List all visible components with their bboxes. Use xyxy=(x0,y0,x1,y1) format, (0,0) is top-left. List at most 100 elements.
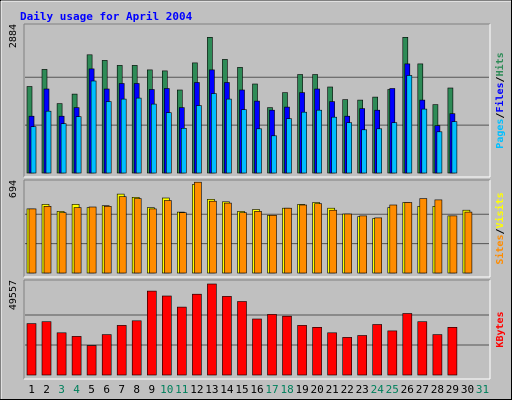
bar-sites-day-undefined xyxy=(449,215,458,274)
bar-pages-day-16 xyxy=(256,128,262,174)
bar-pages-day-24 xyxy=(376,128,383,174)
x-tick-label: 29 xyxy=(446,383,459,396)
x-tick-label: 20 xyxy=(310,383,323,396)
bar-kbytes-day-undefined xyxy=(447,326,458,376)
bar-pages-day-19 xyxy=(301,111,307,174)
bar-pages-day-4 xyxy=(75,116,82,174)
x-tick-label: 9 xyxy=(148,383,155,396)
bar-sites-day-undefined xyxy=(284,207,292,274)
x-tick-label: 24 xyxy=(371,383,385,396)
x-tick-label: 7 xyxy=(118,383,125,396)
x-tick-label: 3 xyxy=(58,383,65,396)
x-tick-label: 19 xyxy=(295,383,308,396)
panel-sites-visits: 694 Sites/Visits xyxy=(8,179,506,278)
bar-kbytes-day-undefined xyxy=(372,324,383,376)
bar-sites-day-undefined xyxy=(118,196,127,274)
x-tick-label: 18 xyxy=(280,383,293,396)
bar-sites-day-undefined xyxy=(389,204,398,274)
bar-sites-day-undefined xyxy=(194,181,202,274)
axis-label-part: Hits xyxy=(494,52,506,76)
x-tick-label: 16 xyxy=(250,383,263,396)
bar-kbytes-day-undefined xyxy=(86,345,97,376)
panel-axis-label: Sites/Visits xyxy=(494,192,506,264)
series-sites xyxy=(28,181,473,274)
x-tick-label: 17 xyxy=(265,383,278,396)
x-tick-label: 22 xyxy=(341,383,354,396)
bar-sites-day-undefined xyxy=(43,206,52,274)
bar-sites-day-undefined xyxy=(314,203,322,274)
x-tick-label: 15 xyxy=(235,383,248,396)
x-tick-label: 11 xyxy=(175,383,188,396)
axis-label-part: / xyxy=(495,76,506,82)
bar-kbytes-day-undefined xyxy=(342,337,353,376)
bar-pages-day-28 xyxy=(436,131,443,174)
bar-kbytes-day-undefined xyxy=(327,332,337,376)
bar-pages-day-6 xyxy=(105,101,112,174)
x-tick-label: 30 xyxy=(461,383,474,396)
bar-kbytes-day-undefined xyxy=(417,321,428,376)
bar-pages-day-25 xyxy=(391,122,398,174)
bar-sites-day-undefined xyxy=(164,200,172,274)
bar-kbytes-day-undefined xyxy=(177,306,187,376)
bar-sites-day-undefined xyxy=(209,200,217,274)
bar-kbytes-day-undefined xyxy=(26,323,37,376)
x-tick-label: 21 xyxy=(326,383,339,396)
x-axis-day-labels: 1 2 3 4 5 6 7 8 9 10 11 12 13 14 15 16 17 18 19 20 21 22 23 24 2… xyxy=(28,383,489,396)
bar-pages-day-2 xyxy=(45,110,52,174)
bar-pages-day-26 xyxy=(406,75,413,174)
bar-sites-day-undefined xyxy=(374,217,383,274)
axis-label-part: Pages xyxy=(495,119,506,149)
axis-label-part: KBytes xyxy=(495,311,506,347)
bar-sites-day-undefined xyxy=(269,215,277,274)
bar-kbytes-day-undefined xyxy=(101,334,112,376)
bar-pages-day-23 xyxy=(361,129,368,174)
bar-kbytes-day-undefined xyxy=(402,313,413,376)
bar-pages-day-7 xyxy=(120,98,127,174)
bar-kbytes-day-undefined xyxy=(312,326,322,376)
bar-sites-day-undefined xyxy=(224,202,232,274)
x-tick-label: 13 xyxy=(205,383,218,396)
bar-kbytes-day-undefined xyxy=(282,315,292,376)
panel-axis-label: KBytes xyxy=(495,311,506,347)
bar-pages-day-11 xyxy=(181,128,187,174)
x-tick-label: 26 xyxy=(401,383,414,396)
x-tick-label: 8 xyxy=(133,383,140,396)
bar-sites-day-undefined xyxy=(73,207,82,274)
bar-kbytes-day-undefined xyxy=(432,334,443,376)
bar-pages-day-29 xyxy=(451,121,458,174)
bar-pages-day-17 xyxy=(271,135,277,174)
bar-pages-day-12 xyxy=(196,105,202,174)
x-tick-label: 4 xyxy=(73,383,80,396)
x-tick-label: 1 xyxy=(28,383,35,396)
bar-kbytes-day-undefined xyxy=(267,314,277,376)
x-tick-label: 6 xyxy=(103,383,110,396)
x-tick-label: 31 xyxy=(476,383,489,396)
y-max-label: 49557 xyxy=(8,280,19,310)
bar-pages-day-8 xyxy=(135,97,142,174)
bar-sites-day-undefined xyxy=(133,198,142,274)
x-tick-label: 5 xyxy=(88,383,95,396)
bar-kbytes-day-undefined xyxy=(387,330,398,376)
bar-pages-day-14 xyxy=(226,98,232,174)
bar-kbytes-day-undefined xyxy=(116,325,127,376)
axis-label-part: Sites xyxy=(494,235,506,265)
axis-label-part: / xyxy=(495,113,506,119)
bar-sites-day-undefined xyxy=(464,211,473,274)
bar-pages-day-15 xyxy=(241,109,247,174)
bar-sites-day-undefined xyxy=(434,199,443,274)
bar-kbytes-day-undefined xyxy=(41,321,52,376)
bar-kbytes-day-undefined xyxy=(147,290,157,376)
chart-title: Daily usage for April 2004 xyxy=(20,10,193,23)
x-tick-label: 25 xyxy=(386,383,399,396)
bar-sites-day-undefined xyxy=(149,208,157,274)
bar-pages-day-21 xyxy=(331,116,337,174)
bar-kbytes-day-undefined xyxy=(192,293,202,376)
bar-sites-day-undefined xyxy=(359,215,368,274)
series-pages xyxy=(30,75,458,174)
x-tick-label: 23 xyxy=(356,383,369,396)
bar-kbytes-day-undefined xyxy=(222,296,232,376)
bar-pages-day-18 xyxy=(286,118,292,174)
